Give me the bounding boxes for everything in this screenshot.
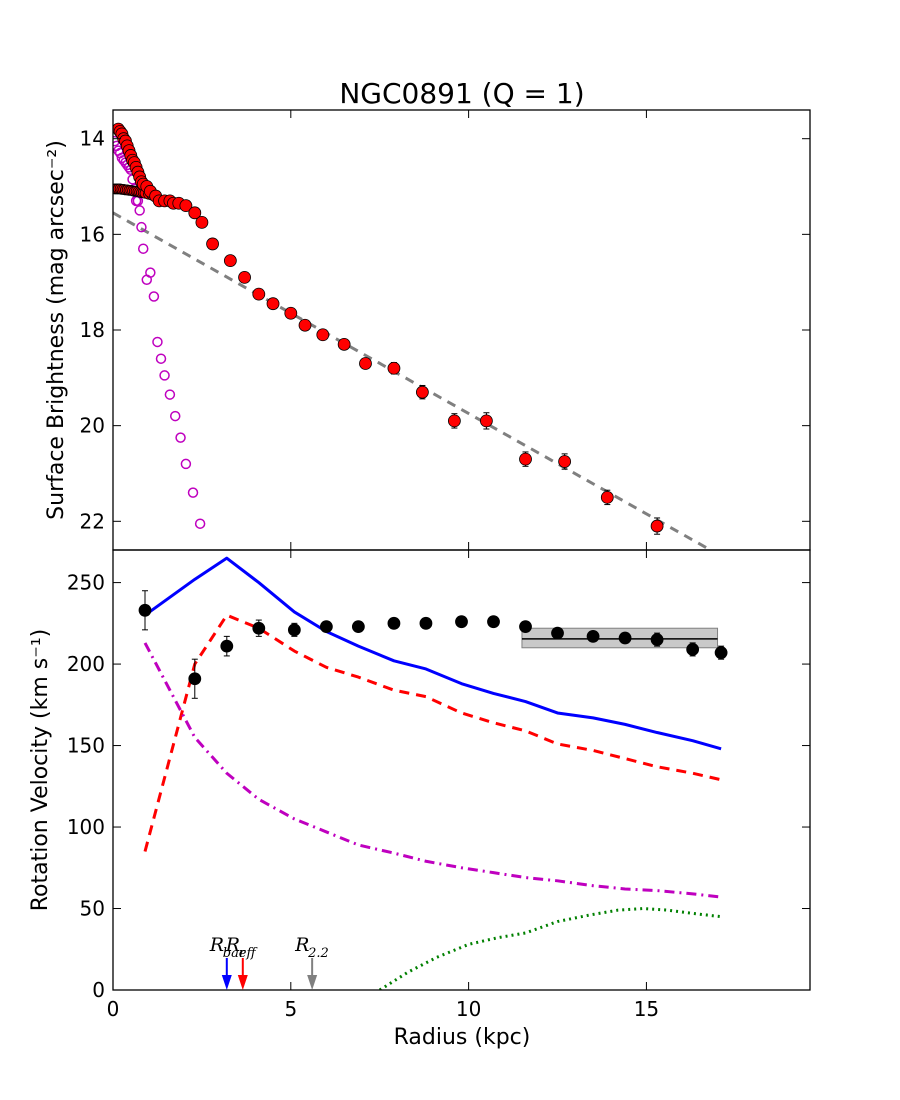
y-tick-label: 16 bbox=[80, 222, 105, 246]
rotation-velocity-ticks: 0 50 100 150 200 250 0 5 10 15 bbox=[67, 550, 810, 1021]
velocity-point bbox=[252, 621, 266, 635]
sb-point bbox=[206, 237, 219, 251]
marker-label: R bbox=[225, 934, 240, 956]
sb-point bbox=[188, 206, 202, 220]
sb-point bbox=[316, 328, 330, 342]
disk-curve bbox=[143, 613, 722, 852]
velocity-point bbox=[455, 615, 468, 629]
sb-point bbox=[195, 215, 209, 229]
velocity-point bbox=[387, 616, 401, 630]
disk-fit-line bbox=[113, 211, 712, 550]
bulge-point bbox=[159, 370, 170, 381]
sb-point bbox=[179, 199, 193, 213]
velocity-point bbox=[319, 620, 333, 633]
sb-point bbox=[519, 452, 532, 466]
bulge-point bbox=[145, 267, 156, 278]
velocity-point bbox=[650, 633, 664, 647]
y-tick-label: 100 bbox=[67, 815, 105, 839]
marker-subscript: 2.2 bbox=[307, 946, 329, 961]
sb-point bbox=[479, 414, 493, 428]
y-tick-label: 200 bbox=[67, 652, 105, 676]
sb-point bbox=[387, 361, 401, 375]
sb-point bbox=[337, 337, 351, 351]
x-tick-label: 10 bbox=[456, 997, 481, 1021]
y-tick-label: 22 bbox=[80, 509, 105, 533]
velocity-point bbox=[351, 620, 365, 633]
bulge-point bbox=[136, 221, 147, 233]
velocity-point bbox=[287, 623, 301, 637]
velocity-point bbox=[618, 631, 632, 645]
y-tick-label: 50 bbox=[80, 897, 105, 921]
velocity-point bbox=[551, 626, 564, 640]
marker-arrow-head bbox=[221, 975, 232, 990]
x-tick-label: 5 bbox=[284, 997, 297, 1021]
marker-label: R bbox=[294, 934, 309, 956]
bulge-point bbox=[134, 205, 145, 216]
sb-point bbox=[447, 414, 461, 428]
rotation-velocity-plot-area bbox=[138, 556, 728, 990]
surface-brightness-panel: 14 16 18 20 22 Surface Brightness (mag arcse… bbox=[44, 109, 811, 551]
velocity-point bbox=[714, 646, 728, 660]
sb-point bbox=[238, 270, 251, 284]
y-tick-label: 0 bbox=[92, 978, 105, 1002]
gas-curve bbox=[378, 907, 722, 990]
bulge-point bbox=[164, 389, 176, 400]
bulge-curve bbox=[143, 642, 722, 899]
rotation-velocity-y-label: Rotation Velocity (km s⁻¹) bbox=[28, 629, 53, 912]
velocity-point bbox=[686, 643, 700, 656]
rotation-velocity-frame bbox=[112, 549, 811, 991]
marker-subscript: eff bbox=[239, 946, 259, 961]
marker-subscript: bar bbox=[223, 946, 246, 961]
bulge-point bbox=[155, 353, 167, 364]
sb-point bbox=[284, 306, 298, 320]
y-tick-label: 150 bbox=[67, 734, 105, 758]
total-model-curve bbox=[144, 556, 722, 751]
bulge-point bbox=[137, 243, 149, 254]
rotation-velocity-panel: 0 50 100 150 200 250 0 5 10 15 Rotation Velocity … bbox=[28, 549, 811, 1050]
sb-point bbox=[558, 455, 572, 468]
sb-point bbox=[650, 519, 664, 533]
surface-brightness-ticks: 14 16 18 20 22 bbox=[80, 110, 810, 550]
velocity-point bbox=[487, 615, 500, 629]
bulge-point bbox=[187, 487, 199, 498]
bulge-point bbox=[152, 336, 163, 348]
sb-point bbox=[266, 297, 280, 311]
bulge-point bbox=[175, 432, 186, 443]
velocity-point bbox=[519, 620, 532, 633]
velocity-point bbox=[419, 616, 433, 630]
surface-brightness-plot-area bbox=[113, 122, 712, 550]
bulge-point bbox=[148, 291, 160, 302]
y-tick-label: 18 bbox=[80, 318, 105, 342]
velocity-point bbox=[586, 629, 600, 643]
sb-point bbox=[600, 490, 614, 504]
y-tick-label: 14 bbox=[80, 127, 105, 151]
velocity-point bbox=[220, 639, 234, 653]
sb-point bbox=[298, 318, 312, 332]
sb-point bbox=[359, 357, 372, 370]
marker-arrow-head bbox=[307, 975, 318, 990]
velocity-point bbox=[138, 603, 152, 617]
bulge-point bbox=[169, 410, 181, 422]
marker-label: R bbox=[209, 934, 224, 956]
bulge-point bbox=[194, 518, 206, 529]
bulge-point bbox=[180, 458, 192, 470]
y-tick-label: 250 bbox=[67, 571, 105, 595]
chart-title: NGC0891 (Q = 1) bbox=[339, 77, 584, 110]
x-tick-label: 0 bbox=[107, 997, 120, 1021]
velocity-point bbox=[188, 672, 202, 686]
sb-point bbox=[223, 254, 237, 268]
y-tick-label: 20 bbox=[80, 414, 105, 438]
sb-point bbox=[252, 287, 266, 301]
x-axis-label: Radius (kpc) bbox=[394, 1025, 531, 1050]
surface-brightness-frame bbox=[112, 109, 811, 551]
surface-brightness-y-label: Surface Brightness (mag arcsec⁻²) bbox=[44, 140, 69, 520]
x-tick-label: 15 bbox=[634, 997, 659, 1021]
marker-arrow-head bbox=[237, 975, 248, 990]
sb-point bbox=[415, 385, 429, 399]
